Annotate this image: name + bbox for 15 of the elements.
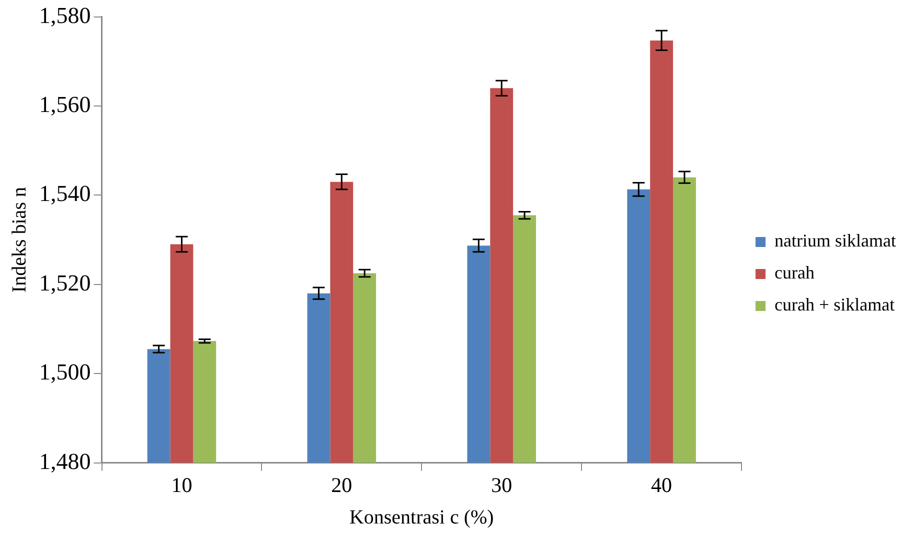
legend-label: natrium siklamat <box>774 230 896 251</box>
legend-label: curah + siklamat <box>774 294 895 315</box>
x-tick-label: 40 <box>651 472 672 497</box>
y-axis-title: Indeks bias n <box>8 187 30 293</box>
x-tick-label: 30 <box>491 472 512 497</box>
y-tick-label: 1,520 <box>39 270 91 296</box>
y-tick-label: 1,560 <box>39 92 91 118</box>
x-tick-label: 20 <box>331 472 352 497</box>
x-tick-label: 10 <box>171 472 192 497</box>
y-tick-label: 1,540 <box>39 181 91 206</box>
x-axis-title: Konsentrasi c (%) <box>349 506 494 528</box>
y-tick-label: 1,580 <box>39 2 91 28</box>
legend-label: curah <box>774 262 815 283</box>
y-tick-label: 1,480 <box>39 448 91 474</box>
y-tick-label: 1,500 <box>39 360 91 385</box>
